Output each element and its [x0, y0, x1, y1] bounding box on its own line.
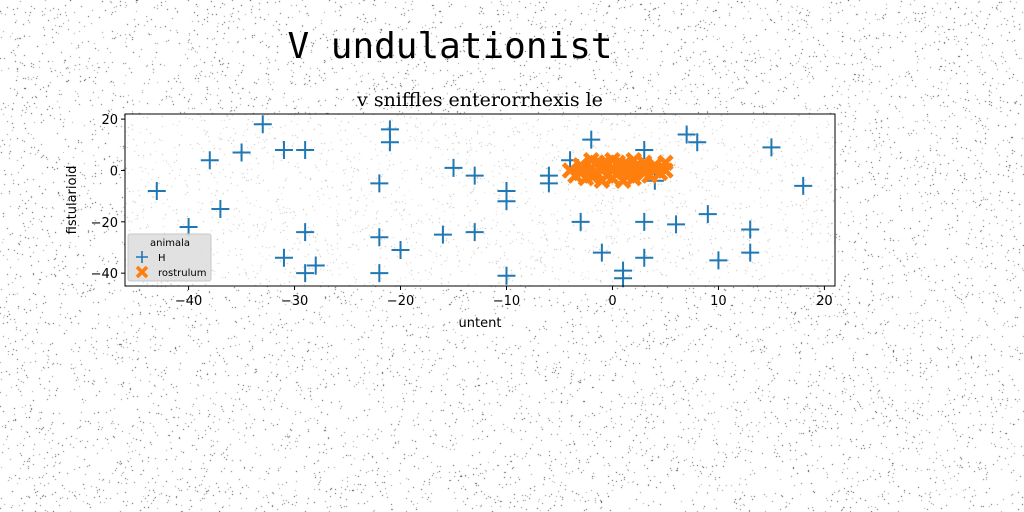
- x-tick-label: 0: [608, 294, 616, 309]
- data-point-h: [296, 140, 315, 159]
- x-tick-label: −20: [387, 294, 414, 309]
- data-point-h: [253, 115, 272, 134]
- legend: animala H rostrulum: [127, 233, 212, 282]
- data-point-h: [444, 158, 463, 177]
- legend-marker-plus: [136, 251, 148, 263]
- y-tick-label: −20: [91, 216, 118, 231]
- data-point-h: [667, 215, 686, 234]
- x-tick-label: −30: [281, 294, 308, 309]
- data-point-h: [497, 192, 516, 211]
- data-point-h: [592, 243, 611, 262]
- x-tick-label: −40: [175, 294, 202, 309]
- legend-title: animala: [150, 238, 190, 249]
- chart-title: v sniffles enterorrhexis le: [356, 89, 603, 111]
- plot-area: [125, 114, 835, 286]
- data-point-h: [274, 140, 293, 159]
- data-point-h: [741, 220, 760, 239]
- x-tick-label: 10: [710, 294, 727, 309]
- data-point-h: [147, 182, 166, 201]
- data-point-h: [582, 130, 601, 149]
- data-point-h: [370, 264, 389, 283]
- data-point-h: [465, 223, 484, 242]
- data-point-h: [232, 143, 251, 162]
- legend-marker-rostrulum: [135, 265, 149, 279]
- legend-marker-x: [135, 265, 149, 279]
- legend-label-h: H: [158, 253, 166, 264]
- data-point-h: [211, 199, 230, 218]
- x-axis-label: untent: [459, 316, 502, 331]
- x-ticks: −40 −30 −20 −10 0 10 20: [175, 286, 833, 309]
- x-tick-label: −10: [493, 294, 520, 309]
- data-point-h: [200, 151, 219, 170]
- data-point-h: [380, 133, 399, 152]
- data-point-h: [635, 248, 654, 267]
- points-layer: [147, 115, 813, 288]
- data-point-rostrulum: [598, 154, 616, 172]
- data-point-h: [635, 212, 654, 231]
- y-tick-label: 20: [101, 113, 118, 128]
- data-point-h: [274, 248, 293, 267]
- data-point-h: [688, 133, 707, 152]
- plot-frame: [124, 113, 836, 287]
- data-point-h: [465, 166, 484, 185]
- data-point-h: [391, 241, 410, 260]
- y-ticks: −40 −20 0 20: [91, 113, 125, 282]
- data-point-h: [539, 174, 558, 193]
- y-axis-label: fistularioid: [65, 166, 80, 235]
- data-point-h: [762, 138, 781, 157]
- y-tick-label: −40: [91, 267, 118, 282]
- data-point-h: [433, 225, 452, 244]
- y-tick-label: 0: [110, 164, 118, 179]
- data-point-h: [794, 176, 813, 195]
- data-point-h: [296, 223, 315, 242]
- data-point-rostrulum: [620, 162, 637, 179]
- data-point-h: [571, 212, 590, 231]
- data-point-h: [306, 256, 325, 275]
- data-point-h: [497, 266, 516, 285]
- data-point-h: [677, 125, 696, 144]
- data-point-h: [296, 264, 315, 283]
- data-point-rostrulum: [635, 159, 653, 177]
- legend-label-rostrulum: rostrulum: [158, 268, 206, 279]
- data-point-h: [614, 269, 633, 288]
- legend-box: [127, 233, 212, 282]
- x-tick-label: 20: [816, 294, 833, 309]
- data-point-h: [741, 243, 760, 262]
- data-point-rostrulum: [657, 162, 674, 179]
- legend-marker-h: [136, 251, 148, 263]
- data-point-h: [635, 140, 654, 159]
- data-point-h: [709, 251, 728, 270]
- data-point-h: [179, 217, 198, 236]
- data-point-h: [370, 228, 389, 247]
- chart-suptitle: V undulationist: [287, 26, 612, 67]
- data-point-h: [698, 205, 717, 224]
- data-point-h: [370, 174, 389, 193]
